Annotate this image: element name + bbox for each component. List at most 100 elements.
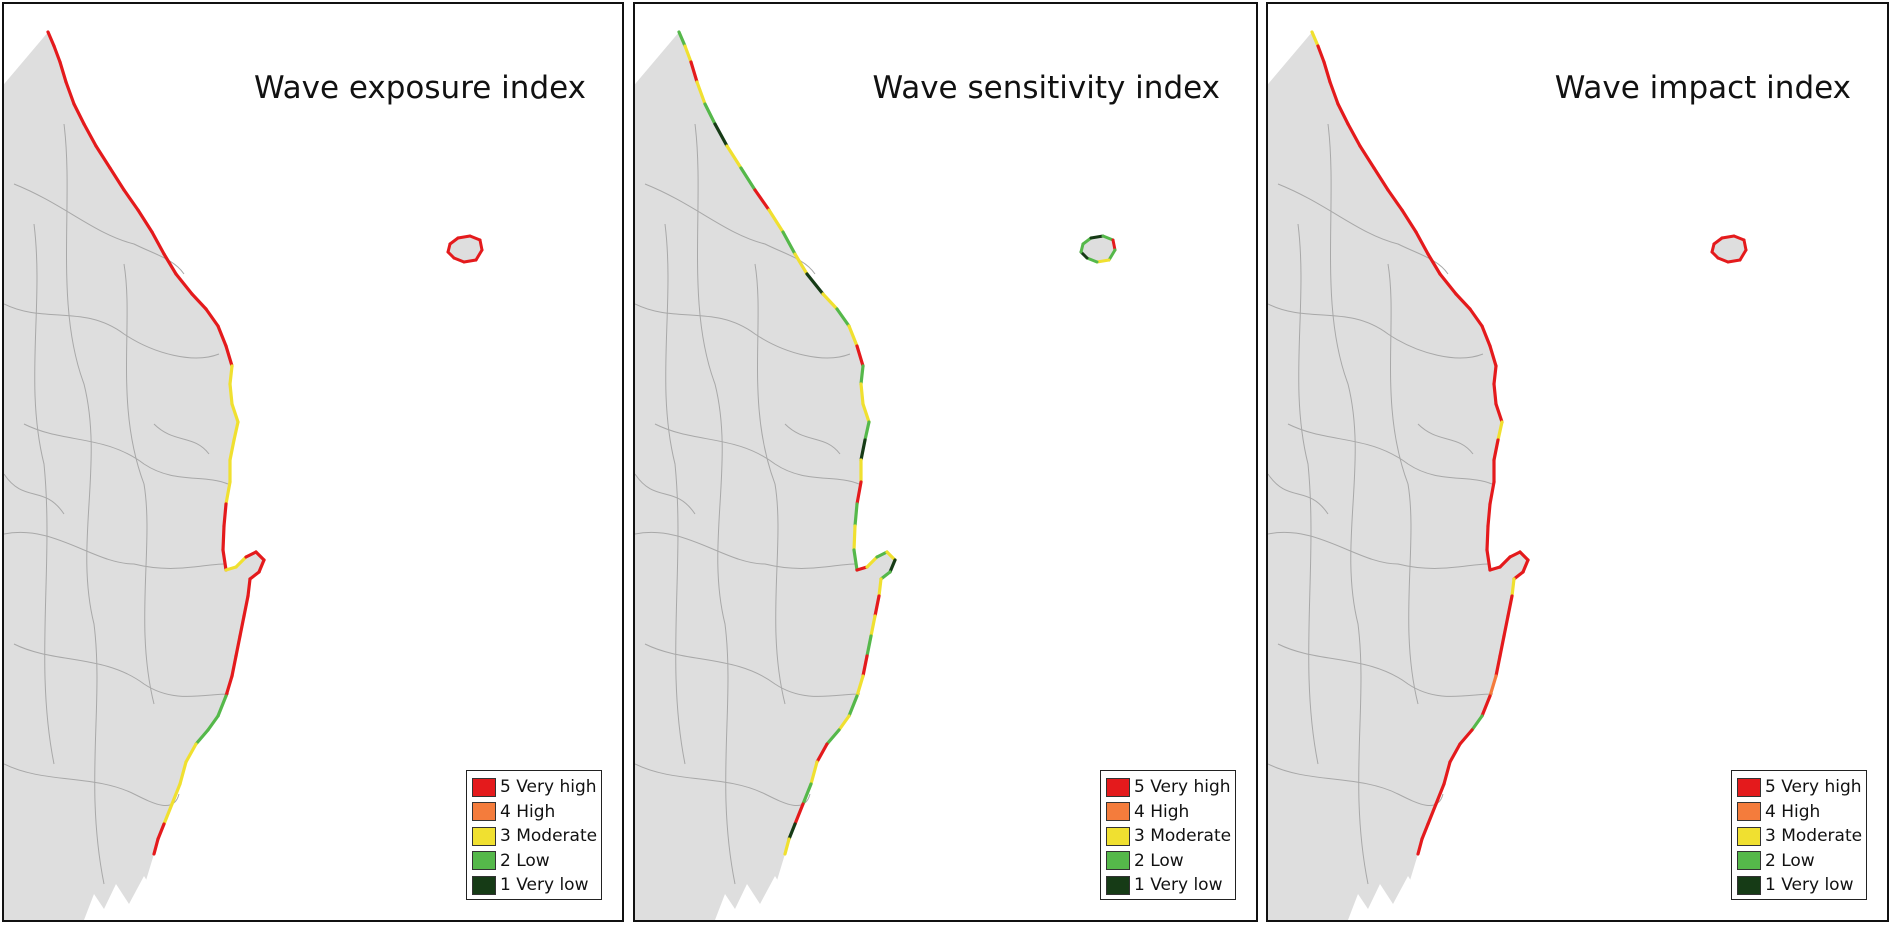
coast-segment <box>1492 364 1498 386</box>
admin-boundary <box>1268 763 1444 807</box>
coast-segment <box>1508 550 1522 559</box>
coast-segment <box>805 272 825 296</box>
coast-segment <box>1448 742 1462 764</box>
island-coast-segment <box>446 242 452 254</box>
island-coast-segment <box>1716 256 1730 264</box>
legend-label: 5 Very high <box>1134 777 1231 798</box>
admin-boundary <box>1287 423 1493 485</box>
coast-segment <box>1322 60 1332 84</box>
map-panel-sensitivity: Wave sensitivity index 5 Very high 4 Hig… <box>633 2 1258 922</box>
legend: 5 Very high 4 High 3 Moderate 2 Low 1 Ve… <box>466 770 602 900</box>
coast-segment <box>873 594 881 618</box>
island-coast-segment <box>1107 248 1117 262</box>
coast-segment <box>204 307 220 328</box>
legend-item: 2 Low <box>1737 849 1861 874</box>
admin-boundary <box>153 423 210 455</box>
island-coast-segment <box>1095 258 1111 264</box>
coast-segment <box>861 402 871 424</box>
coast-segment <box>221 548 228 572</box>
coast-segment <box>1480 324 1492 348</box>
coast-segment <box>1492 438 1500 462</box>
panel-title: Wave impact index <box>1554 70 1851 106</box>
coast-segment <box>852 548 859 572</box>
coast-segment <box>238 614 246 638</box>
island-coast-segment <box>1742 238 1748 252</box>
island-coast-segment <box>456 234 472 240</box>
coast-segment <box>753 188 771 212</box>
coast-segment <box>689 60 699 84</box>
coast-segment <box>888 558 897 574</box>
admin-boundary <box>1417 423 1474 455</box>
land-area <box>635 32 895 920</box>
coast-segment <box>1434 782 1446 806</box>
legend-swatch <box>472 851 496 871</box>
coast-segment <box>244 550 258 559</box>
legend-label: 3 Moderate <box>1765 826 1863 847</box>
admin-boundary <box>1268 303 1484 359</box>
coast-segment <box>879 570 892 581</box>
admin-boundary <box>694 123 736 885</box>
coast-segment <box>1400 208 1418 234</box>
coast-segment <box>1358 144 1376 170</box>
coast-segment <box>246 577 252 598</box>
coast-segment <box>837 714 851 732</box>
coast-segment <box>855 480 863 506</box>
legend-label: 1 Very low <box>1765 875 1854 896</box>
legend: 5 Very high 4 High 3 Moderate 2 Low 1 Ve… <box>1100 770 1236 900</box>
legend-swatch <box>472 826 496 846</box>
coast-segment <box>1336 102 1350 126</box>
coast-segment <box>1510 577 1516 598</box>
coast-segment <box>257 558 266 574</box>
coast-segment <box>224 565 238 572</box>
map-panel-impact: Wave impact index 5 Very high 4 High 3 M… <box>1266 2 1889 922</box>
coast-segment <box>683 44 693 64</box>
admin-boundary <box>754 263 786 705</box>
panel-title: Wave exposure index <box>253 70 586 106</box>
coast-segment <box>1488 674 1498 698</box>
admin-boundary <box>1297 223 1319 765</box>
admin-boundary <box>654 423 860 485</box>
coast-segment <box>825 728 841 746</box>
coast-segment <box>136 208 154 234</box>
sea-corner <box>1268 4 1312 84</box>
coast-segment <box>82 122 98 148</box>
legend-swatch <box>472 777 496 797</box>
coast-segment <box>194 728 210 746</box>
coast-segment <box>859 364 865 386</box>
coast-segment <box>1502 614 1510 638</box>
legend-swatch <box>1737 875 1761 895</box>
legend-label: 5 Very high <box>500 777 597 798</box>
admin-boundary <box>1277 643 1494 697</box>
coast-segment <box>1426 252 1442 276</box>
sea-corner <box>635 4 679 84</box>
coast-segment <box>52 44 62 64</box>
coast-segment <box>228 438 236 462</box>
land-area <box>1268 32 1528 920</box>
island-coast-segment <box>448 236 460 246</box>
island-coast-segment <box>1089 234 1105 240</box>
coast-segment <box>1372 166 1390 192</box>
coast-segment <box>1494 654 1502 678</box>
legend-swatch <box>1737 777 1761 797</box>
admin-boundary <box>13 643 230 697</box>
panel-title: Wave sensitivity index <box>872 70 1220 106</box>
admin-boundary <box>635 473 696 515</box>
island-coast-segment <box>1085 256 1099 264</box>
coast-segment <box>809 760 819 786</box>
legend-label: 4 High <box>1765 801 1821 822</box>
coast-segment <box>1498 555 1512 569</box>
island-coast-segment <box>474 248 484 262</box>
admin-boundary <box>664 223 686 765</box>
coast-segment <box>248 570 261 581</box>
admin-boundary <box>784 423 841 455</box>
admin-boundary <box>4 763 180 807</box>
island-land <box>1712 236 1746 262</box>
coast-segment <box>815 742 829 764</box>
island-land <box>1081 236 1115 262</box>
island-coast-segment <box>462 258 478 264</box>
coast-segment <box>787 822 797 841</box>
coast-segment <box>725 144 743 170</box>
legend-item: 4 High <box>1737 800 1861 825</box>
admin-boundary <box>1387 263 1419 705</box>
southern-sea <box>84 864 189 920</box>
